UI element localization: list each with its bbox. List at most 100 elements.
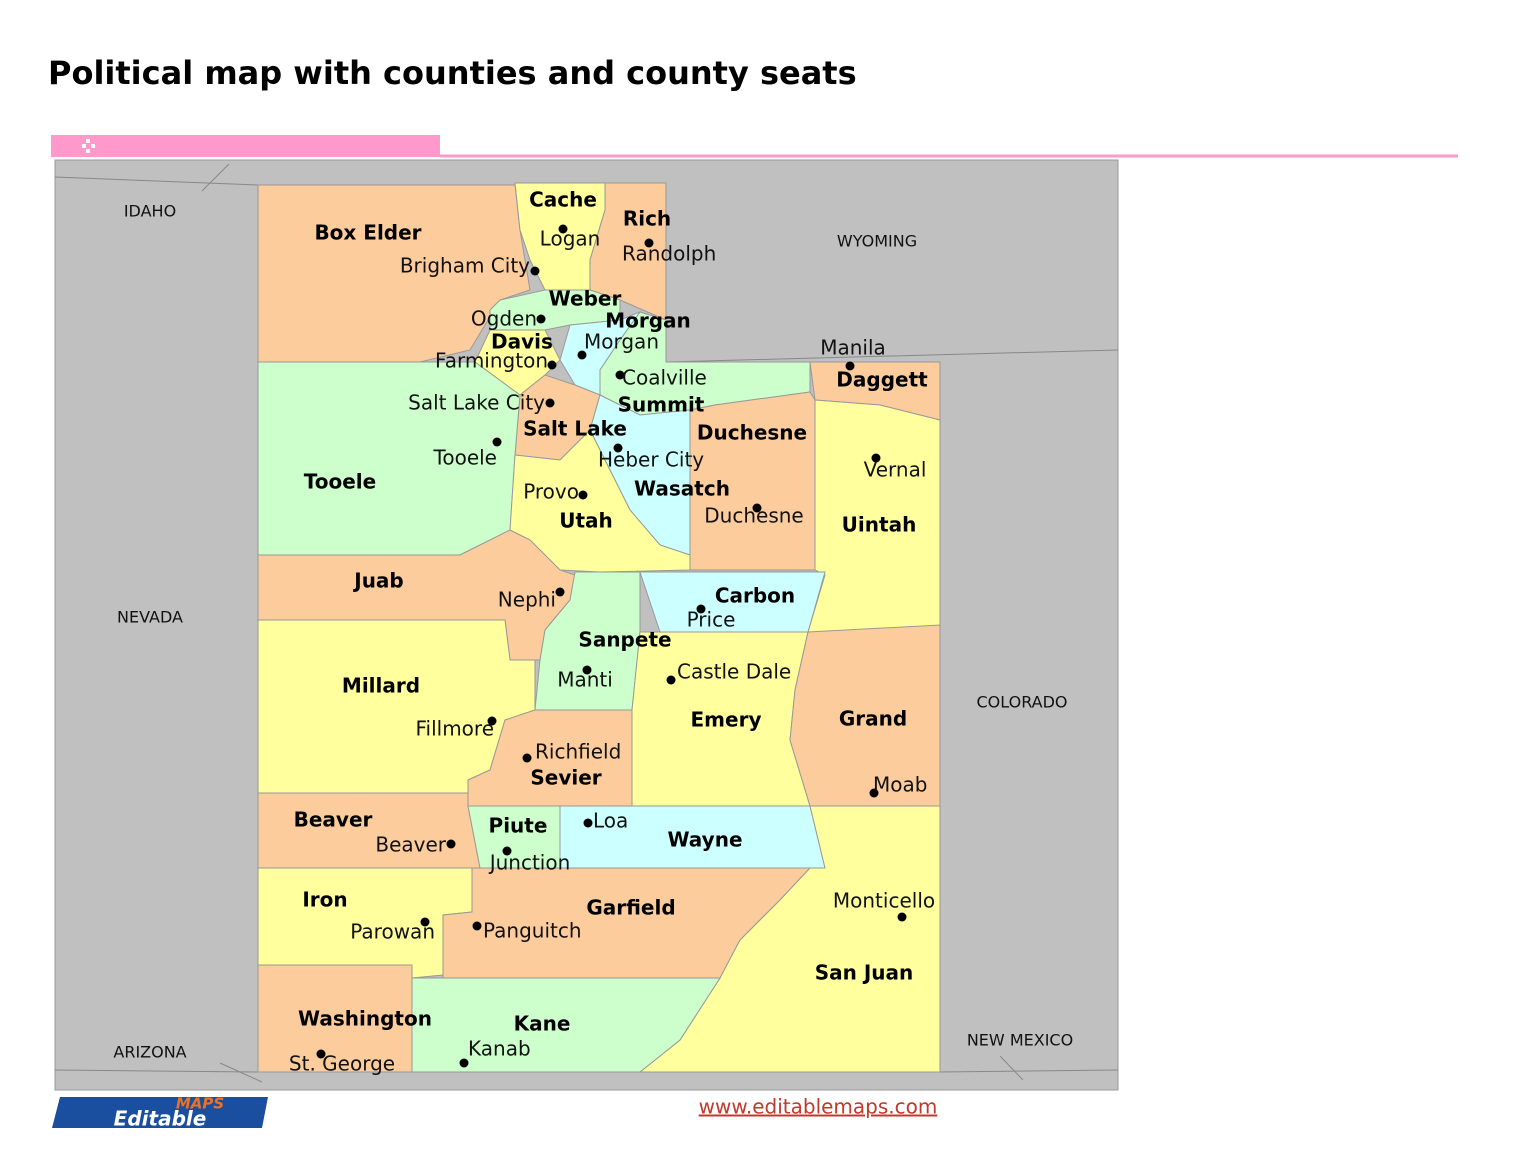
county-seat: Duchesne <box>704 504 803 528</box>
county-name: Millard <box>342 674 420 698</box>
seat-dot <box>492 437 502 447</box>
county-seat: Panguitch <box>483 919 582 943</box>
county-seat: Vernal <box>864 458 927 482</box>
logo-text: Editable <box>114 1107 207 1131</box>
county-seat: Castle Dale <box>677 660 791 684</box>
county-seat: Junction <box>488 851 571 875</box>
county-seat: Price <box>687 608 736 632</box>
seat-dot <box>446 839 456 849</box>
seat-dot <box>577 350 587 360</box>
county-name: Washington <box>298 1007 432 1031</box>
county-seat: Monticello <box>833 889 935 913</box>
seat-dot <box>555 587 565 597</box>
county-seat: Nephi <box>498 588 556 612</box>
county-name: Garfield <box>586 896 675 920</box>
logo-text: MAPS <box>176 1095 224 1113</box>
county-name: Weber <box>549 287 622 311</box>
counties <box>257 182 941 1073</box>
seat-dot <box>871 453 881 463</box>
seat-dot <box>420 917 430 927</box>
county-seat: Farmington <box>435 349 548 373</box>
county-name: Duchesne <box>697 421 807 445</box>
seat-dot <box>897 912 907 922</box>
seat-dot <box>547 360 557 370</box>
county-seat: Heber City <box>598 448 704 472</box>
seat-dot <box>869 788 879 798</box>
county-seat: Parowan <box>350 920 435 944</box>
header-icon <box>82 139 95 153</box>
county-name: Kane <box>514 1012 571 1036</box>
county-name: Juab <box>352 569 404 593</box>
seat-dot <box>459 1058 469 1068</box>
county-name: Beaver <box>294 808 373 832</box>
seat-dot <box>845 361 855 371</box>
county-name: Box Elder <box>314 221 421 245</box>
seat-dot <box>752 503 762 513</box>
logo-shape <box>52 1097 268 1128</box>
county-seat: Provo <box>523 480 579 504</box>
county-name: Sevier <box>530 766 601 790</box>
seat-dot <box>615 370 625 380</box>
county-seat: Coalville <box>622 366 707 390</box>
county-seat: Manti <box>557 668 613 692</box>
seat-dot <box>644 238 654 248</box>
county-name: Summit <box>618 393 705 417</box>
seat-dot <box>545 398 555 408</box>
county-name: Rich <box>623 207 671 231</box>
logo: MAPS Editable <box>52 1095 268 1131</box>
county-seat: Fillmore <box>415 717 494 741</box>
county-seat: Loa <box>593 809 628 833</box>
county-seat: Moab <box>873 773 927 797</box>
labels: IDAHO WYOMING NEVADA COLORADO ARIZONA NEW MEX… <box>113 188 1073 1076</box>
seat-dot <box>666 675 676 685</box>
seat-dot <box>696 604 706 614</box>
county-seat: Morgan <box>584 330 659 354</box>
county-seat: Manila <box>820 336 886 360</box>
county-name: Sanpete <box>578 628 671 652</box>
county-seat: Salt Lake City <box>408 391 545 415</box>
county-name: Emery <box>691 708 762 732</box>
county-name: Iron <box>302 888 347 912</box>
state-borders <box>54 163 1119 1083</box>
seat-dot <box>487 716 497 726</box>
state-label: COLORADO <box>976 693 1067 712</box>
county-seat: Beaver <box>375 833 446 857</box>
county-name: Salt Lake <box>523 417 627 441</box>
seat-dot <box>502 846 512 856</box>
seat-dot <box>613 443 623 453</box>
state-label: NEVADA <box>117 608 183 627</box>
header-bar <box>51 135 440 157</box>
county-seat: Tooele <box>433 446 497 470</box>
county <box>489 289 621 331</box>
website-link[interactable]: www.editablemaps.com <box>699 1095 938 1119</box>
county-name: San Juan <box>815 961 914 985</box>
seat-dot <box>472 921 482 931</box>
url[interactable]: www.editablemaps.com <box>699 1095 938 1119</box>
county-name: Cache <box>529 188 597 212</box>
seat-dot <box>316 1049 326 1059</box>
county-name: Tooele <box>304 470 376 494</box>
county <box>411 977 721 1073</box>
seat-dot <box>582 665 592 675</box>
seat-dot <box>522 753 532 763</box>
county-name: Piute <box>489 814 548 838</box>
state-label: IDAHO <box>124 202 176 221</box>
state-label: NEW MEXICO <box>967 1031 1073 1050</box>
county-seat: St. George <box>289 1052 395 1076</box>
county-name: Davis <box>491 330 553 354</box>
county-name: Daggett <box>836 368 928 392</box>
county-name: Wayne <box>667 828 742 852</box>
county-seat: Randolph <box>622 242 716 266</box>
county-seat: Kanab <box>468 1037 531 1061</box>
county-seat: Ogden <box>471 307 537 331</box>
seat-dot <box>530 266 540 276</box>
county-seat: Brigham City <box>400 254 530 278</box>
county-name: Grand <box>839 707 907 731</box>
seat-dot <box>536 314 546 324</box>
seat-dot <box>583 818 593 828</box>
seat-dot <box>578 490 588 500</box>
county-name: Morgan <box>605 309 691 333</box>
county-seat: Richfield <box>535 740 621 764</box>
